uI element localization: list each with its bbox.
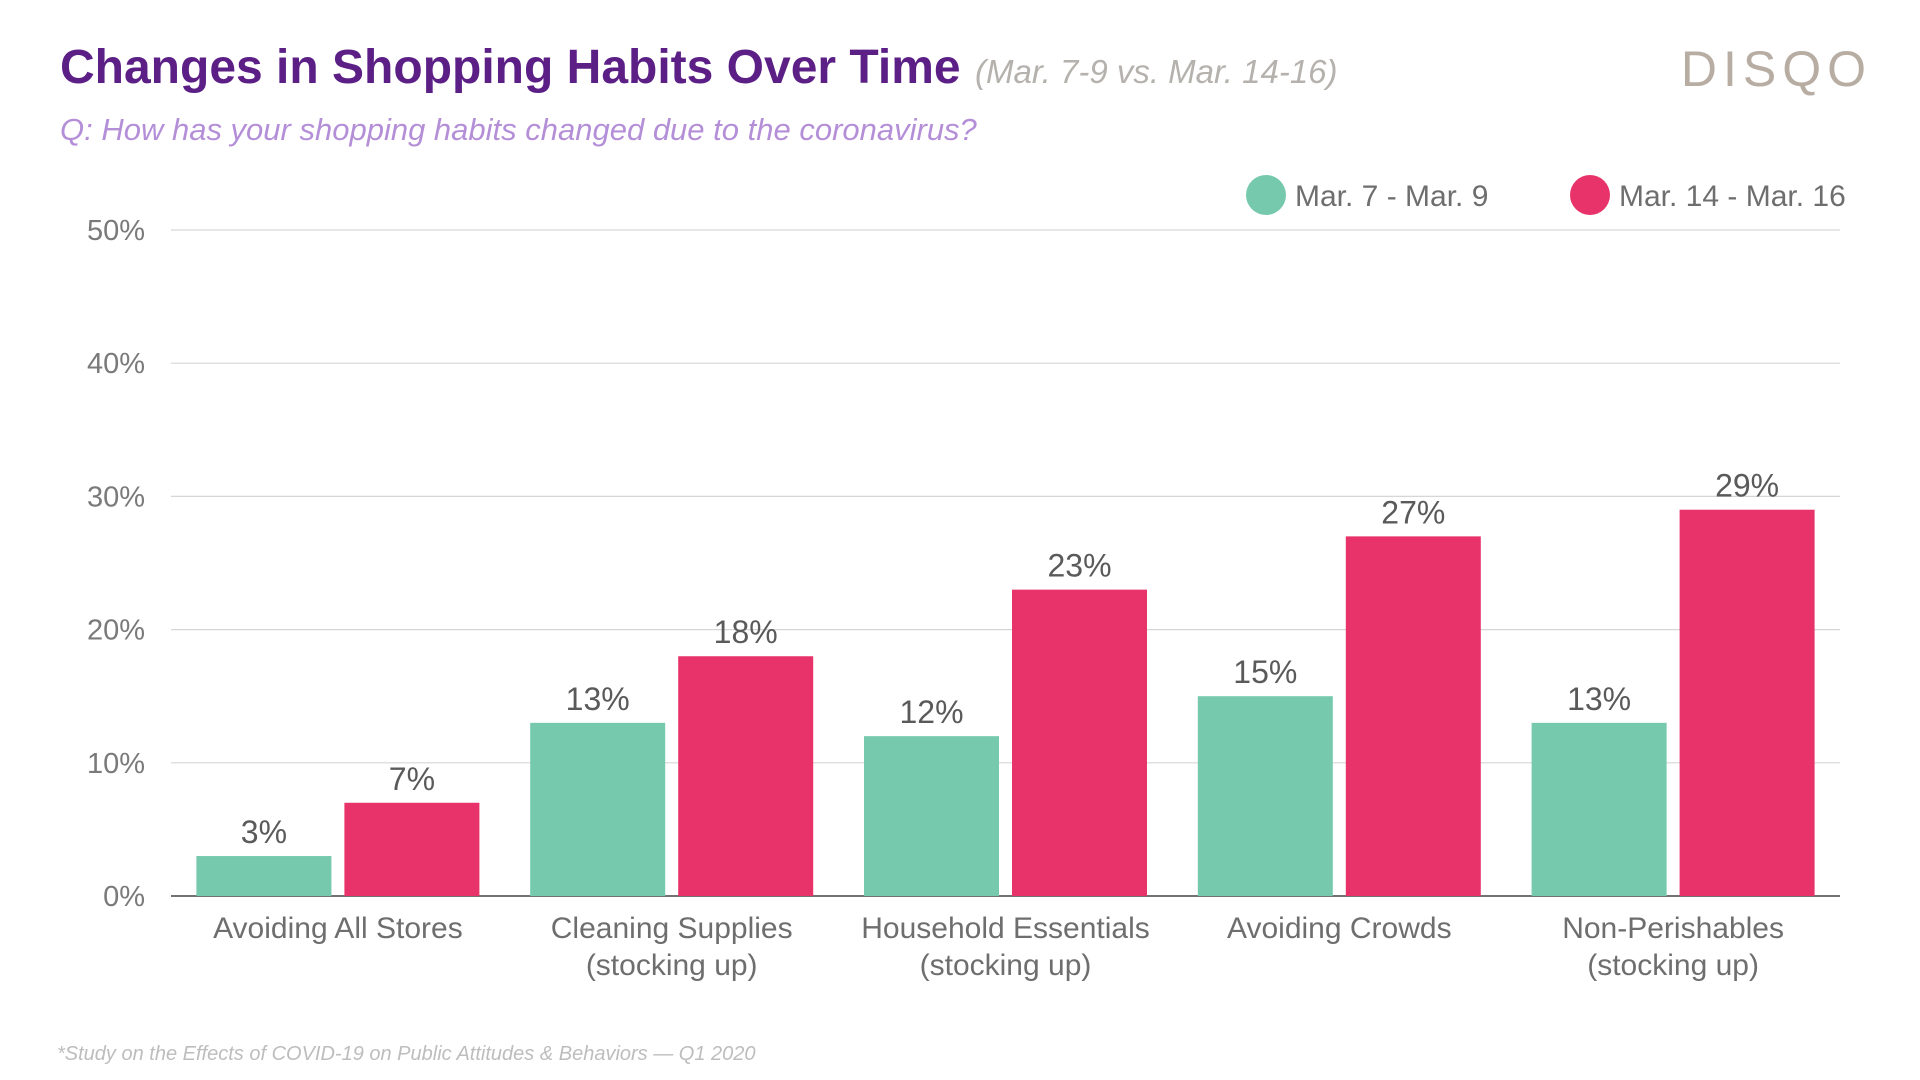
legend-swatch bbox=[1246, 175, 1286, 215]
x-tick-label: (stocking up) bbox=[920, 949, 1092, 982]
bar bbox=[1345, 536, 1481, 896]
data-label: 27% bbox=[1381, 494, 1445, 530]
bar bbox=[864, 736, 999, 896]
legend-swatch bbox=[1570, 175, 1610, 215]
x-tick-label: Cleaning Supplies bbox=[551, 912, 793, 945]
bar bbox=[1197, 696, 1333, 896]
data-label: 13% bbox=[1567, 681, 1631, 717]
bar bbox=[1679, 509, 1815, 896]
x-tick-label: Avoiding All Stores bbox=[213, 912, 463, 945]
x-tick-label: Avoiding Crowds bbox=[1227, 912, 1452, 945]
data-label: 3% bbox=[241, 814, 287, 850]
y-tick-label: 0% bbox=[103, 881, 145, 913]
y-tick-label: 40% bbox=[87, 348, 145, 380]
bar bbox=[196, 856, 332, 896]
chart-subtitle: (Mar. 7-9 vs. Mar. 14-16) bbox=[975, 53, 1338, 90]
data-label: 29% bbox=[1715, 468, 1779, 504]
y-tick-label: 10% bbox=[87, 748, 145, 780]
bar bbox=[1012, 589, 1147, 896]
data-label: 23% bbox=[1047, 548, 1111, 584]
chart-header: Changes in Shopping Habits Over Time (Ma… bbox=[60, 40, 1338, 95]
bar bbox=[530, 722, 666, 896]
data-label: 15% bbox=[1233, 654, 1297, 690]
footnote: *Study on the Effects of COVID-19 on Pub… bbox=[57, 1043, 756, 1065]
legend-label: Mar. 14 - Mar. 16 bbox=[1619, 180, 1846, 213]
data-label: 13% bbox=[566, 681, 630, 717]
x-tick-label: Household Essentials bbox=[861, 912, 1150, 945]
y-tick-label: 30% bbox=[87, 481, 145, 513]
bar bbox=[344, 802, 480, 896]
bar bbox=[1531, 722, 1667, 896]
data-label: 12% bbox=[899, 694, 963, 730]
brand-logo: DISQO bbox=[1680, 41, 1872, 97]
y-tick-label: 20% bbox=[87, 615, 145, 647]
data-label: 7% bbox=[389, 761, 435, 797]
legend-label: Mar. 7 - Mar. 9 bbox=[1295, 180, 1488, 213]
x-tick-label: (stocking up) bbox=[1587, 949, 1759, 982]
x-tick-label: Non-Perishables bbox=[1562, 912, 1784, 945]
data-label: 18% bbox=[714, 614, 778, 650]
survey-question: Q: How has your shopping habits changed … bbox=[60, 112, 977, 147]
y-tick-label: 50% bbox=[87, 215, 145, 247]
x-tick-label: (stocking up) bbox=[586, 949, 758, 982]
chart-title: Changes in Shopping Habits Over Time bbox=[60, 41, 961, 94]
bar bbox=[678, 656, 814, 896]
